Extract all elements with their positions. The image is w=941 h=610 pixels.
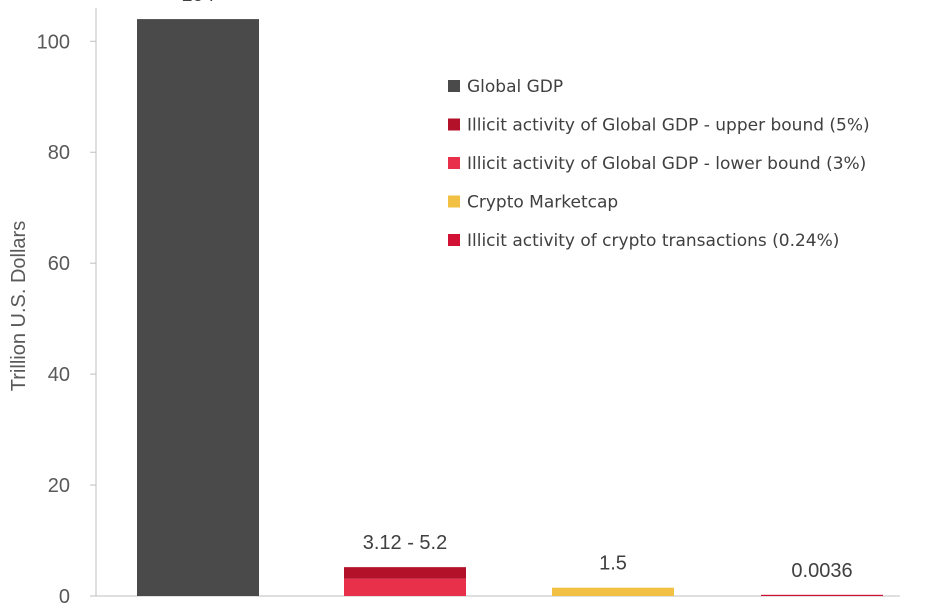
y-tick-label: 60	[48, 253, 70, 275]
data-label: 1.5	[599, 553, 627, 575]
legend-label: Illicit activity of crypto transactions …	[467, 231, 839, 251]
legend-label: Crypto Marketcap	[467, 193, 618, 213]
bars	[137, 19, 883, 596]
legend-label: Global GDP	[467, 77, 563, 97]
bar-segment	[552, 587, 674, 596]
y-tick-label: 100	[37, 31, 70, 53]
legend-swatch	[448, 234, 460, 246]
y-tick-label: 80	[48, 142, 70, 164]
bar-segment	[137, 19, 259, 596]
data-label: 104	[181, 0, 214, 6]
bar-segment	[761, 594, 883, 596]
y-tick-label: 40	[48, 364, 70, 386]
legend: Global GDP Illicit activity of Global GDP…	[448, 77, 870, 251]
y-tick-label: 20	[48, 475, 70, 497]
legend-swatch	[448, 118, 460, 131]
y-axis-label: Trillion U.S. Dollars	[8, 221, 30, 391]
y-tick-label: 0	[59, 586, 70, 608]
legend-swatch	[448, 195, 460, 208]
legend-label: Illicit activity of Global GDP - upper b…	[467, 116, 870, 136]
bar-segment	[344, 567, 466, 579]
data-label: 3.12 - 5.2	[363, 532, 448, 554]
legend-swatch	[448, 157, 460, 169]
legend-label: Illicit activity of Global GDP - lower b…	[467, 154, 866, 174]
legend-swatch	[448, 80, 460, 92]
y-tick-labels: 0 20 40 60 80 100	[37, 31, 70, 608]
data-labels: 104 3.12 - 5.2 1.5 0.0036	[181, 0, 852, 582]
data-label: 0.0036	[791, 560, 852, 582]
bar-segment	[344, 578, 466, 596]
